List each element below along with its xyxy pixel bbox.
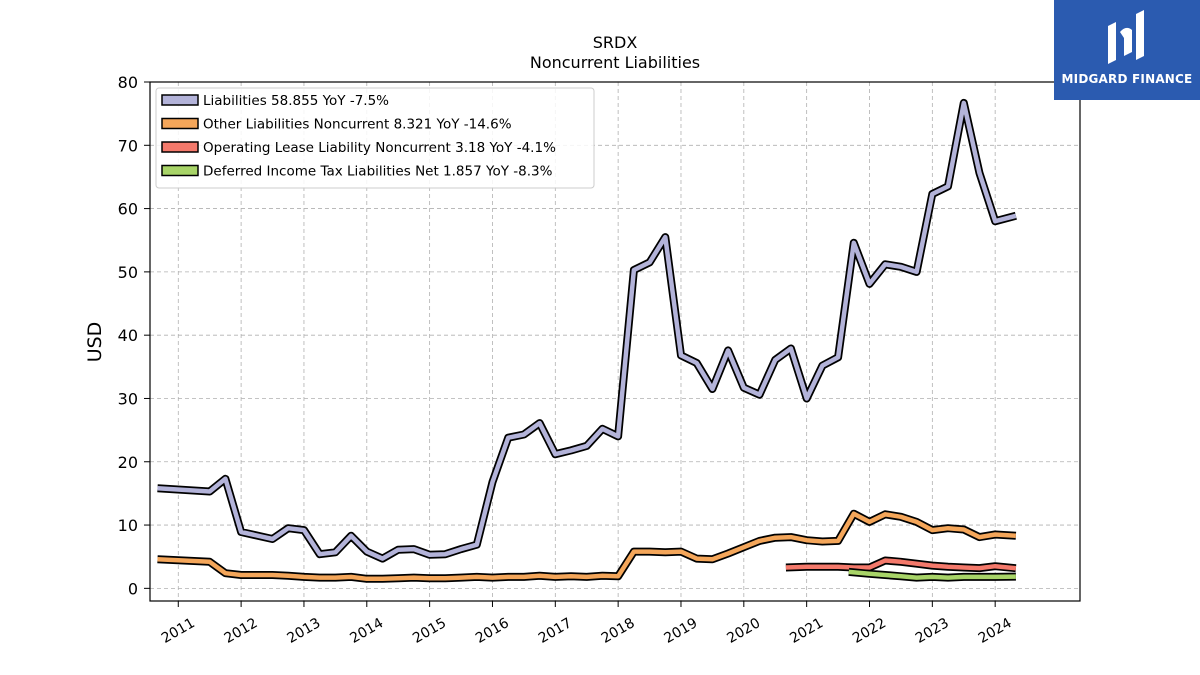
x-tick-label: 2020: [724, 615, 763, 647]
y-tick-label: 10: [118, 516, 138, 535]
y-tick-label: 30: [118, 389, 138, 408]
grid: [150, 81, 1080, 601]
x-tick-label: 2011: [159, 615, 198, 647]
x-tick-label: 2022: [850, 615, 889, 647]
plot-frame: [149, 81, 1081, 602]
legend-swatch: [161, 141, 199, 153]
series-0: [157, 98, 1017, 563]
x-tick-label: 2013: [285, 615, 324, 647]
legend-swatch: [161, 94, 199, 106]
y-tick-label: 40: [118, 326, 138, 345]
brand-badge: MIDGARD FINANCE: [1054, 0, 1200, 100]
y-tick-label: 80: [118, 73, 138, 92]
series-lines: [157, 98, 1017, 583]
legend-box: [155, 87, 595, 189]
series-2: [785, 556, 1017, 573]
series-1: [157, 509, 1017, 583]
y-tick-label: 0: [128, 579, 138, 598]
legend-swatch: [161, 117, 199, 130]
x-tick-label: 2014: [347, 615, 386, 647]
y-tick-label: 70: [118, 136, 138, 155]
series-line-outline: [157, 509, 1017, 583]
legend-entry: Operating Lease Liability Noncurrent 3.1…: [203, 140, 556, 156]
y-tick-label: 50: [118, 263, 138, 282]
series-line: [848, 569, 1016, 580]
series-line: [157, 511, 1017, 582]
y-tick-label: 20: [118, 453, 138, 472]
x-tick-label: 2016: [473, 615, 512, 647]
x-tick-label: 2018: [599, 615, 638, 647]
legend-entry: Deferred Income Tax Liabilities Net 1.85…: [203, 164, 553, 180]
series-3: [848, 567, 1016, 582]
x-tick-label: 2019: [662, 615, 701, 647]
midgard-logo-icon: [1108, 10, 1144, 64]
x-tick-label: 2023: [913, 615, 952, 647]
x-tick-label: 2012: [222, 615, 261, 647]
series-line: [157, 100, 1017, 561]
x-tick-label: 2017: [536, 615, 575, 647]
legend: Liabilities 58.855 YoY -7.5% Other Liabil…: [155, 87, 595, 189]
x-tick-label: 2015: [410, 615, 449, 647]
x-tick-label: 2021: [787, 615, 826, 647]
legend-entry: Other Liabilities Noncurrent 8.321 YoY -…: [203, 117, 512, 133]
chart-subtitle: Noncurrent Liabilities: [530, 53, 700, 72]
legend-swatch: [161, 164, 199, 177]
series-line: [785, 558, 1017, 571]
brand-name: MIDGARD FINANCE: [1061, 72, 1193, 86]
legend-entry: Liabilities 58.855 YoY -7.5%: [203, 93, 389, 109]
x-tick-label: 2024: [976, 615, 1015, 647]
y-tick-label: 60: [118, 200, 138, 219]
y-axis-label: USD: [84, 322, 106, 363]
chart-title: SRDX: [593, 33, 638, 52]
